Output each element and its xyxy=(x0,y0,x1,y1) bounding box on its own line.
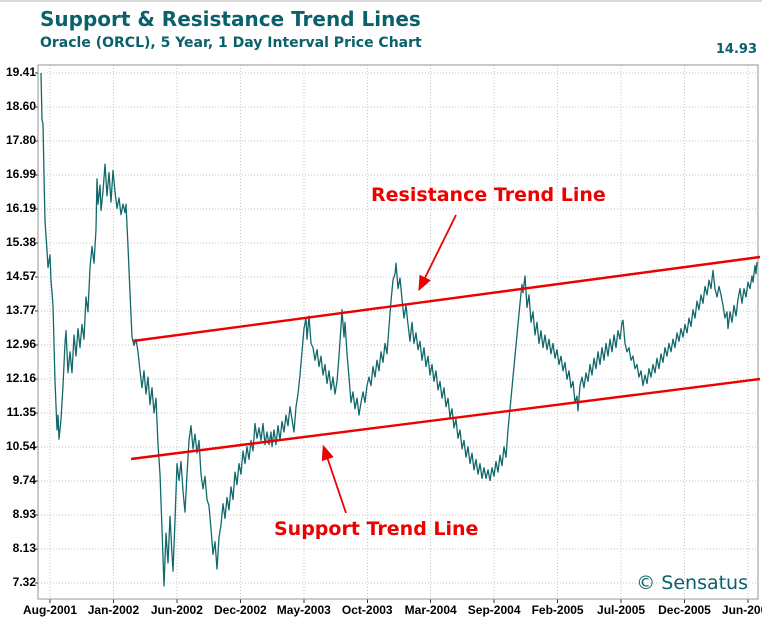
last-price-label: 14.93 xyxy=(715,42,757,57)
y-axis-label: 18.60 xyxy=(5,99,36,113)
page-subtitle: Oracle (ORCL), 5 Year, 1 Day Interval Pr… xyxy=(40,35,422,51)
x-axis-label: Oct-2003 xyxy=(341,603,393,617)
y-axis-label: 8.13 xyxy=(12,541,36,555)
y-axis-label: 12.16 xyxy=(5,371,36,385)
y-axis-label: 11.35 xyxy=(6,405,36,419)
y-axis-label: 16.19 xyxy=(5,201,36,215)
y-axis-label: 7.32 xyxy=(12,575,36,589)
price-line xyxy=(40,72,758,587)
y-axis-label: 12.96 xyxy=(5,337,36,351)
y-axis-label: 8.93 xyxy=(12,507,36,521)
x-axis-label: May-2003 xyxy=(276,603,331,617)
x-axis-label: Dec-2002 xyxy=(213,603,267,617)
resistance-annotation-label: Resistance Trend Line xyxy=(371,184,606,206)
x-axis-label: Jun-2006 xyxy=(721,603,762,617)
y-axis-label: 16.99 xyxy=(5,167,36,181)
series-layer xyxy=(40,72,761,587)
grid-layer xyxy=(35,64,759,603)
page-title: Support & Resistance Trend Lines xyxy=(40,7,421,31)
y-axis-label: 15.38 xyxy=(5,235,36,249)
x-axis-label: Aug-2001 xyxy=(22,603,78,617)
x-axis-label: Feb-2005 xyxy=(531,603,584,617)
x-axis-label: Jun-2002 xyxy=(150,603,203,617)
y-axis-label: 9.74 xyxy=(12,473,36,487)
y-axis-label: 17.80 xyxy=(5,133,36,147)
y-axis-label: 14.57 xyxy=(5,269,36,283)
x-axis-label: Dec-2005 xyxy=(658,603,711,617)
watermark: © Sensatus xyxy=(636,572,748,594)
x-axis-label: Mar-2004 xyxy=(404,603,457,617)
resistance-trend-line xyxy=(132,255,761,343)
annotation-arrow xyxy=(418,214,457,292)
support-trend-line xyxy=(130,377,761,461)
y-axis-label: 19.41 xyxy=(5,65,36,79)
x-axis-label: Jul-2005 xyxy=(597,603,646,617)
x-axis-label: Jan-2002 xyxy=(87,603,140,617)
support-annotation-label: Support Trend Line xyxy=(274,518,479,540)
annotation-arrow xyxy=(321,444,347,514)
y-axis-label: 13.77 xyxy=(5,303,36,317)
x-axis-label: Sep-2004 xyxy=(467,603,521,617)
y-axis-label: 10.54 xyxy=(5,439,36,453)
